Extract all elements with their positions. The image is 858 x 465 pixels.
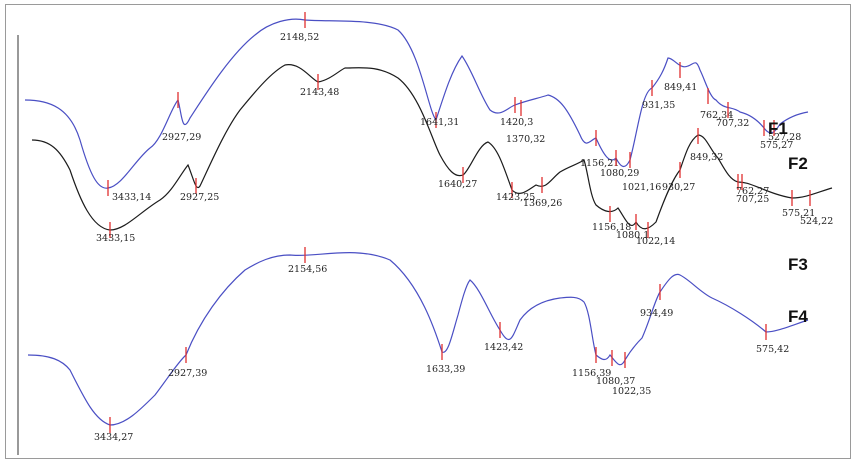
peak-label: 524,22 [800,216,833,227]
series-label-f4: F4 [788,307,808,326]
peak-label: 1156,39 [572,368,611,379]
peak-label: 2143,48 [300,87,339,98]
trace-f1 [24,18,809,189]
peak-label: 1369,26 [523,198,562,209]
peak-label: 849,41 [664,82,697,93]
peak-label: 930,27 [662,182,695,193]
peak-label: 575,27 [760,140,793,151]
peak-label: 1080,37 [596,376,635,387]
peak-label: 707,32 [716,118,749,129]
peak-label: 527,28 [768,132,801,143]
peak-marks: 3433,14 2927,29 2148,52 1641,31 1420,3 1370,3… [94,12,833,443]
peak-label: 1021,16 [622,182,661,193]
peak-label: 1156,18 [592,222,631,233]
peak-label: 2927,25 [180,192,219,203]
peak-label: 707,25 [736,194,769,205]
peak-label: 1080,1 [616,230,649,241]
peak-label: 1423,42 [484,342,523,353]
peak-label: 1370,32 [506,134,545,145]
peak-label: 1156,21 [580,158,619,169]
peak-label: 931,35 [642,100,675,111]
peak-label: 762,27 [736,186,769,197]
peak-label: 3433,15 [96,233,135,244]
peak-label: 934,49 [640,308,673,319]
peak-label: 1022,14 [636,236,675,247]
peak-label: 1080,29 [600,168,639,179]
peak-label: 849,32 [690,152,723,163]
peak-label: 2154,56 [288,264,327,275]
peak-label: 1633,39 [426,364,465,375]
peak-label: 1641,31 [420,117,459,128]
peak-label: 2927,39 [168,368,207,379]
peak-label: 3434,27 [94,432,133,443]
peak-label: 762,34 [700,110,733,121]
peak-label: 2148,52 [280,32,319,43]
peak-label: 2927,29 [162,132,201,143]
chart-frame [5,4,851,459]
trace-f2 [31,64,833,231]
peak-label: 1022,35 [612,386,651,397]
peak-label: 1420,3 [500,117,533,128]
series-label-f1: F1 [768,119,788,138]
peak-label: 575,21 [782,208,815,219]
peak-label: 3433,14 [112,192,151,203]
series-label-f2: F2 [788,154,808,173]
series-label-f3: F3 [788,255,808,274]
peak-label: 1423,25 [496,192,535,203]
trace-f4 [27,252,809,426]
peak-label: 1640,27 [438,179,477,190]
peak-label: 575,42 [756,344,789,355]
